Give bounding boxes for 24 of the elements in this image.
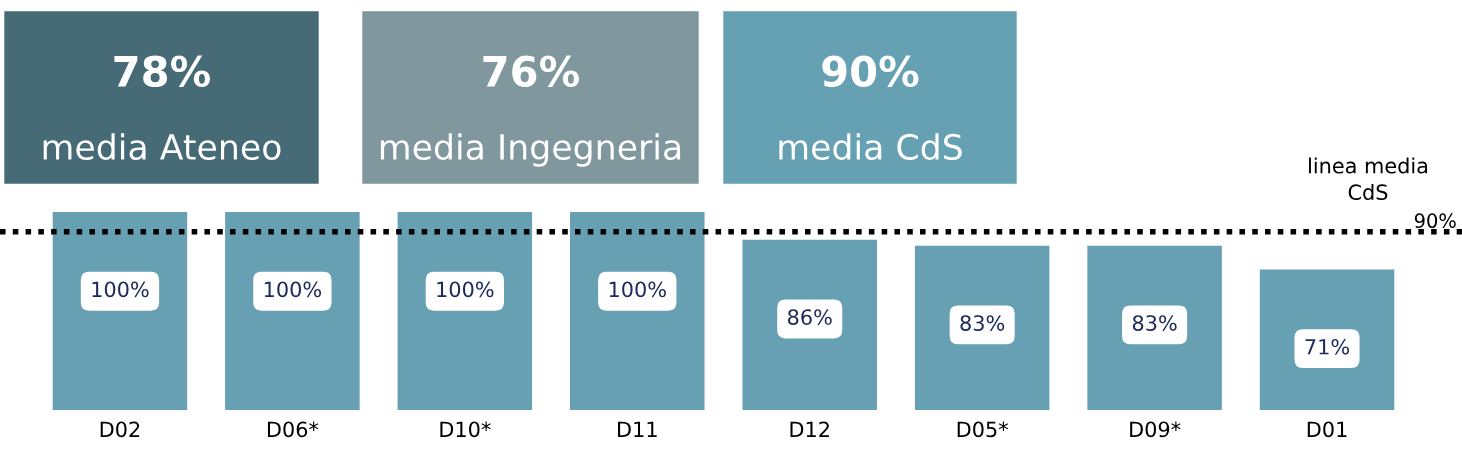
data-label: 100%	[437, 281, 494, 298]
data-label: 100%	[92, 281, 149, 298]
x-tick-label: D01	[1307, 421, 1347, 438]
x-tick-label: D09*	[1130, 421, 1181, 438]
data-label: 100%	[264, 281, 322, 298]
text: 78%	[114, 55, 211, 88]
text: 76%	[483, 55, 580, 88]
x-tick-label: D05*	[957, 421, 1009, 438]
x-tick-label: D10*	[440, 421, 491, 438]
annotation: 90%	[1414, 213, 1456, 229]
x-tick-label: D02	[100, 421, 140, 438]
x-tick-label: D12	[790, 421, 829, 437]
data-label: 100%	[609, 281, 666, 298]
data-label: 83%	[1132, 315, 1177, 331]
data-label: 71%	[1305, 338, 1350, 355]
text: media Ingegneria	[380, 133, 681, 167]
data-label: 83%	[960, 315, 1005, 331]
ref-line-label: linea media CdS	[1309, 157, 1428, 201]
x-tick-label: D06*	[267, 421, 319, 438]
text: media Ateneo	[43, 133, 281, 161]
text: media CdS	[779, 133, 962, 161]
x-tick-label: D11	[618, 421, 657, 437]
text: 90%	[822, 55, 919, 88]
data-label: 86%	[787, 309, 832, 325]
